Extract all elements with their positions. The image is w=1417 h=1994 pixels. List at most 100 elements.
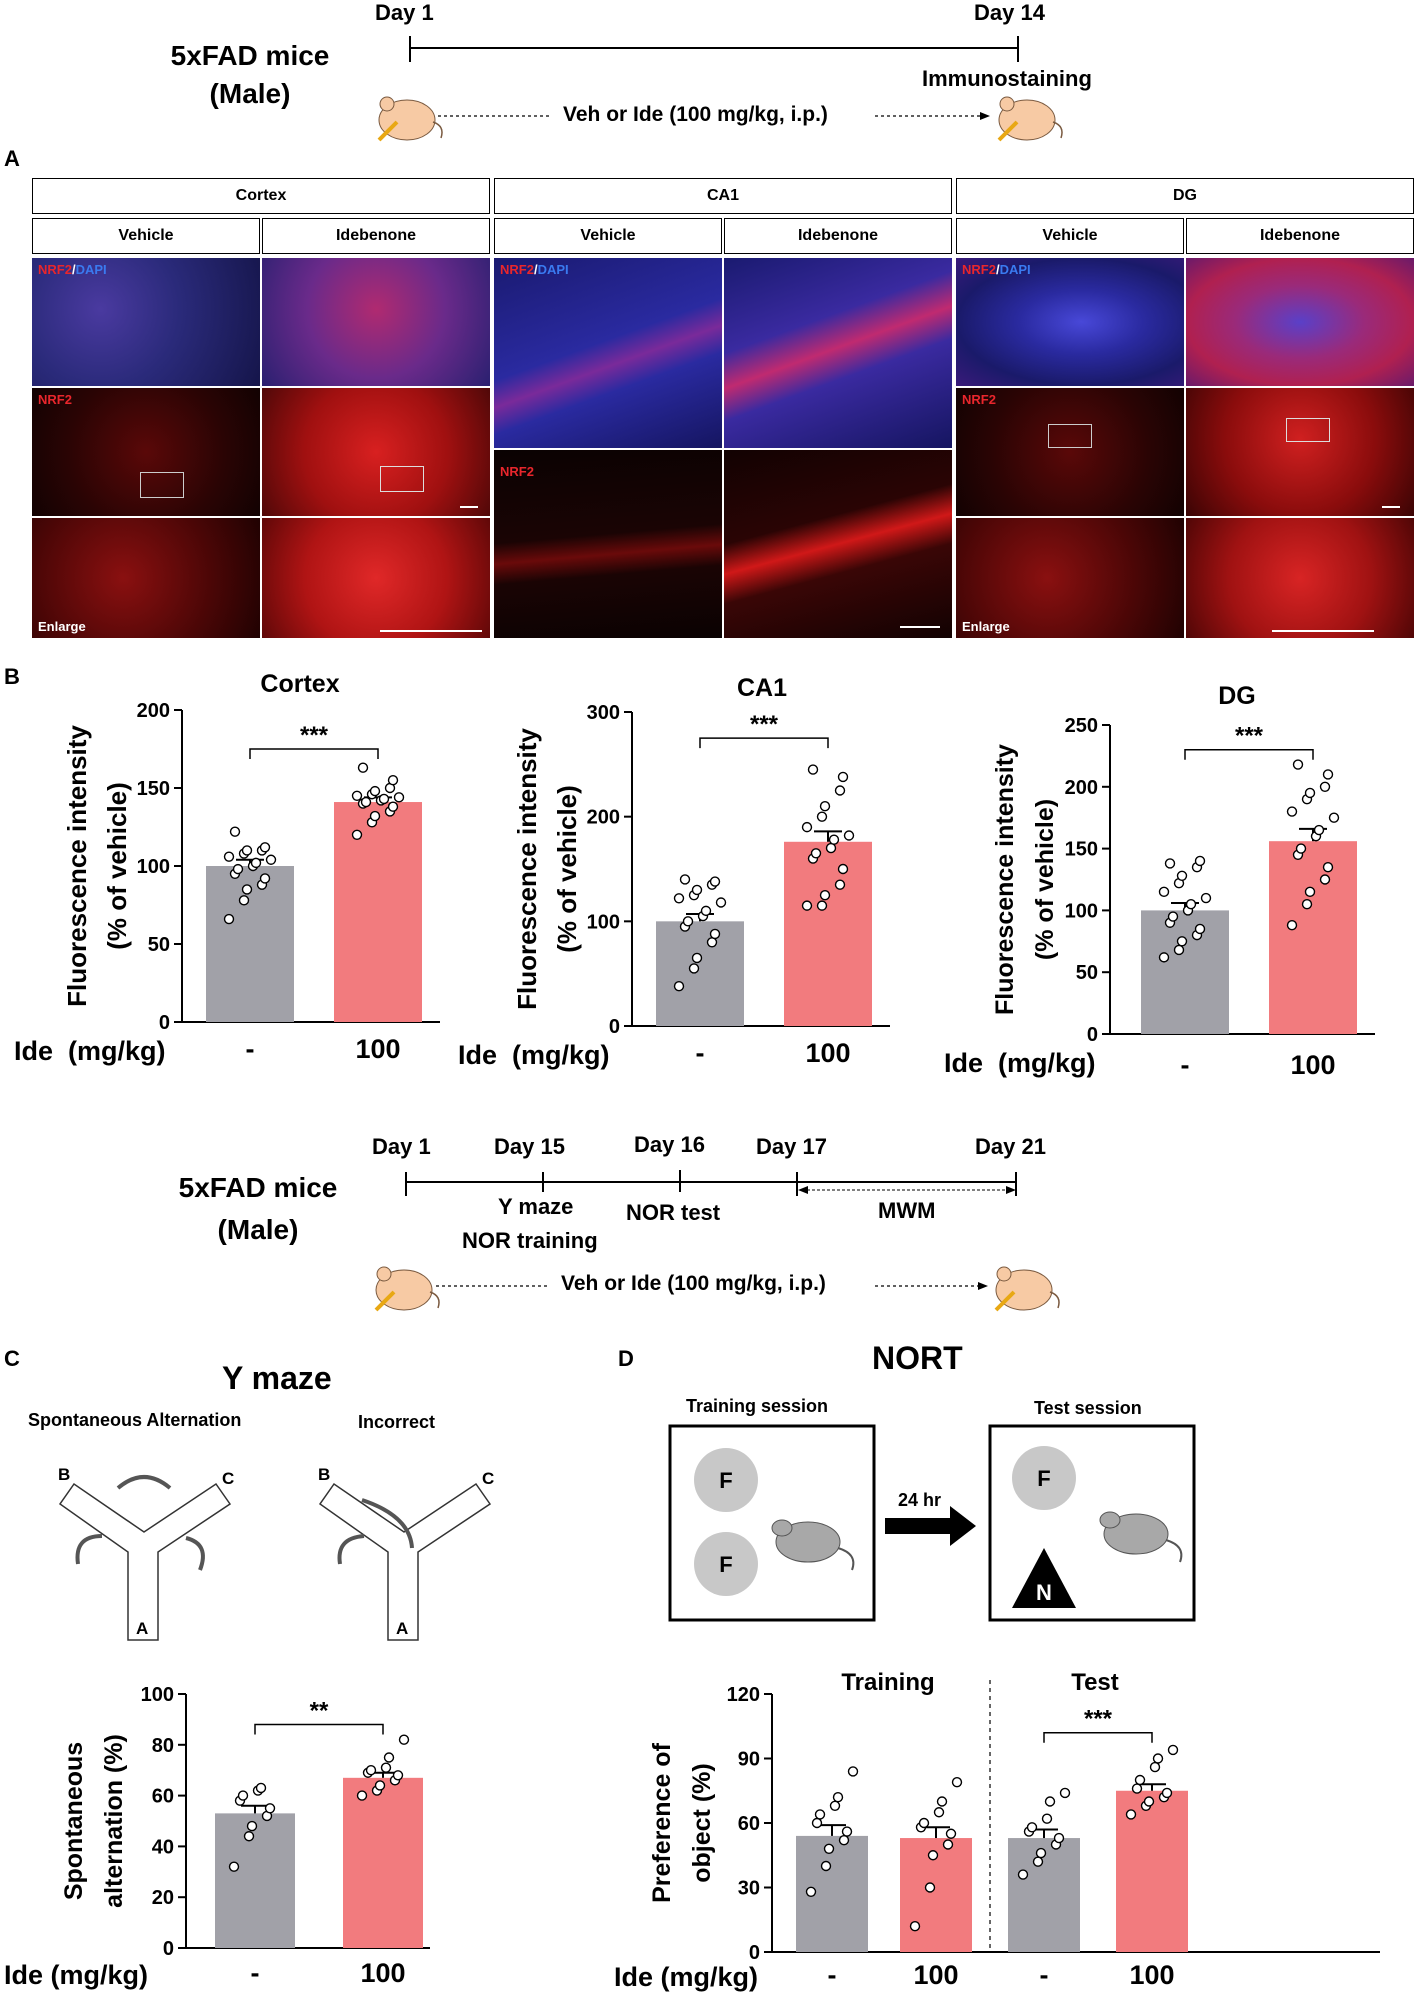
data-point (232, 863, 244, 875)
data-point (820, 1860, 832, 1872)
panel-b-xlabel-ca1: Ide (mg/kg) (458, 1040, 610, 1070)
y-tick-label: 0 (159, 1012, 170, 1034)
timeline2-test-nor-test: NOR test (626, 1200, 721, 1225)
enlarge-box (380, 466, 424, 492)
y-tick-label: 0 (163, 1938, 174, 1960)
data-point (223, 913, 235, 925)
timeline2-day1: Day 1 (372, 1134, 431, 1159)
familiar-object (1012, 1446, 1076, 1510)
micrograph-cortex-vehicle-nrf2: NRF2 (32, 388, 260, 516)
ymaze-spontaneous-label: Spontaneous Alternation (28, 1410, 242, 1430)
micrograph-cortex-vehicle-merge: NRF2/DAPI (32, 258, 260, 386)
enlarge-box (140, 472, 184, 498)
data-point (834, 879, 846, 890)
y-tick-label: 60 (152, 1786, 174, 1808)
ymaze-diagrams: B C A B C A (58, 1465, 494, 1641)
scale-bar (380, 630, 482, 632)
data-point (847, 1766, 859, 1777)
y-axis-label: object (%) (688, 1763, 716, 1882)
y-axis-label: Fluorescence intensity (991, 744, 1019, 1015)
nrf2-label: NRF2 (962, 392, 996, 407)
data-point (1194, 855, 1206, 867)
data-point (1059, 1787, 1071, 1799)
y-axis-label: Fluorescence intensity (62, 725, 92, 1007)
data-point (715, 897, 727, 908)
micrograph-cortex-idebenone-enlarge (262, 518, 490, 638)
data-point (673, 893, 685, 904)
arm-label: A (396, 1619, 408, 1638)
group-label-training: Training (841, 1669, 934, 1696)
timeline-1-graphics (377, 36, 1063, 142)
y-tick-label: 300 (587, 702, 620, 724)
timeline2-test-mwm: MWM (878, 1198, 936, 1223)
mouse-icon (771, 1519, 855, 1571)
data-point (933, 1807, 945, 1818)
data-point (706, 937, 718, 948)
significance-label: ** (310, 1697, 329, 1724)
data-point (356, 1790, 368, 1801)
micrograph-ca1-vehicle-nrf2: NRF2 (494, 450, 722, 638)
merge-label: NRF2/DAPI (962, 262, 1031, 277)
panel-d-xlabel: Ide (mg/kg) (614, 1962, 759, 1992)
x-tick-label: 100 (360, 1958, 405, 1988)
significance-bracket (1184, 748, 1314, 760)
data-point (383, 1752, 395, 1763)
enlarge-box (1286, 418, 1330, 442)
data-point (819, 889, 831, 901)
data-point (832, 1791, 844, 1803)
data-point (936, 1796, 948, 1807)
data-point (700, 905, 712, 917)
ymaze-spontaneous-diagram (58, 1475, 232, 1641)
data-point (1161, 1787, 1173, 1799)
data-point (828, 834, 840, 845)
data-point (238, 895, 250, 906)
condition-header-ca1-idebenone: Idebenone (724, 218, 952, 254)
condition-header-cortex-idebenone: Idebenone (262, 218, 490, 254)
y-axis-label: Preference of (648, 1742, 676, 1902)
panel-b-letter: B (4, 664, 20, 689)
data-point (1313, 824, 1325, 836)
scale-bar (460, 506, 478, 508)
scale-bar (1272, 630, 1374, 632)
nort-test-label: Test session (1034, 1398, 1142, 1418)
timeline-title-line1: 5xFAD mice (170, 40, 330, 71)
y-tick-label: 100 (141, 1684, 174, 1706)
y-tick-label: 20 (152, 1887, 174, 1909)
mouse-icon (994, 1266, 1060, 1312)
scale-bar (1382, 506, 1400, 508)
data-point (264, 1803, 276, 1814)
data-point (673, 981, 685, 992)
significance-bracket (254, 1723, 384, 1735)
data-point (811, 1817, 823, 1829)
x-tick-label: - (696, 1038, 705, 1068)
bar (1269, 841, 1357, 1034)
y-tick-label: 0 (1087, 1024, 1098, 1046)
data-point (237, 1790, 249, 1801)
timeline-title-line2: (Male) (209, 78, 291, 109)
micrograph-ca1-vehicle-merge: NRF2/DAPI (494, 258, 722, 448)
data-point (838, 1834, 850, 1846)
data-point (378, 793, 390, 805)
nort-interval: 24 hr (898, 1490, 942, 1510)
micrograph-dg-idebenone-nrf2 (1186, 388, 1414, 516)
data-point (1304, 787, 1316, 799)
data-point (819, 800, 831, 812)
arm-label: B (58, 1465, 70, 1484)
data-point (246, 1820, 258, 1832)
chart-cortex: Cortex Fluorescence intensity (% of vehicl… (62, 670, 440, 1064)
significance-bracket (249, 748, 379, 759)
data-point (1164, 858, 1176, 869)
y-tick-label: 100 (1065, 900, 1098, 922)
data-point (392, 1770, 404, 1781)
data-point (1149, 1761, 1161, 1773)
data-point (837, 863, 849, 875)
data-point (228, 1861, 240, 1872)
x-tick-label: - (1040, 1960, 1049, 1990)
y-tick-label: 0 (609, 1016, 620, 1038)
condition-header-dg-idebenone: Idebenone (1186, 218, 1414, 254)
data-point (1200, 892, 1212, 904)
data-point (369, 785, 381, 797)
bar (343, 1777, 423, 1948)
data-point (1185, 899, 1197, 910)
data-point (1125, 1809, 1137, 1820)
